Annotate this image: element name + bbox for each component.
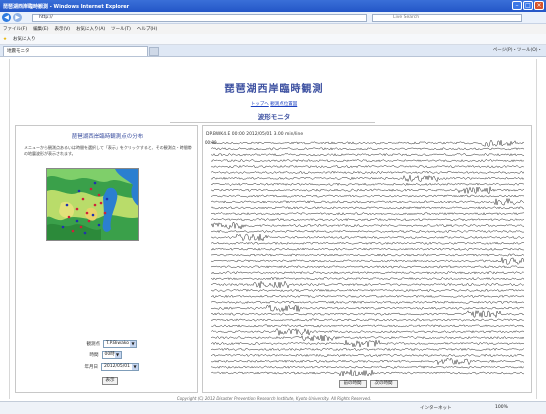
chevron-down-icon: ▼ [132,364,138,370]
seismic-trace [210,165,525,169]
hour-select[interactable]: 00時 ▼ [101,351,122,359]
menu-favorites[interactable]: お気に入り(A) [76,27,106,32]
seismic-trace [210,174,525,183]
seismic-trace [210,159,525,163]
seismic-trace [210,294,525,298]
seismic-trace [210,339,525,348]
tab-bar: 地震モニタ ページ(P)・ツール(O)・ [0,45,546,57]
address-bar: ◀ ▶ http:// Live Search [0,12,546,24]
chevron-down-icon: ▼ [130,341,136,347]
seismogram [210,139,525,378]
trace-header: DP.BWK4.E 00:00 2012/05/01 3.00 min/line [206,132,304,137]
station-select[interactable]: T.P.Biwako ▼ [103,340,137,348]
forward-icon[interactable]: ▶ [13,13,22,22]
seismic-trace [210,170,525,174]
page-content: 琵琶湖西岸臨時観測 トップへ 観測点位置図 波形モニタ 琵琶湖西岸臨時観測点の分… [9,59,538,401]
page-subtitle: 波形モニタ [257,113,291,121]
time-pager: 前の時間 次の時間 [203,380,533,388]
zoom-level[interactable]: 100% [495,405,508,410]
station-heading: 琵琶湖西岸臨時観測点の分布 [71,134,144,140]
menu-file[interactable]: ファイル(F) [3,27,28,32]
seismic-trace [210,247,525,251]
seismic-trace [210,194,525,198]
date-select[interactable]: 2012/05/01 ▼ [101,363,139,371]
seismic-trace [210,277,525,281]
favorites-label[interactable]: お気に入り [13,37,36,42]
waveform-panel: DP.BWK4.E 00:00 2012/05/01 3.00 min/line… [202,125,532,393]
seismic-trace [210,271,525,275]
seismic-trace [210,206,525,210]
seismic-trace [210,365,525,369]
seismic-trace [210,324,525,328]
search-input[interactable]: Live Search [372,14,522,22]
seismic-trace [210,182,525,186]
window-title: 琵琶湖西岸臨時観測 - Windows Internet Explorer [3,3,130,10]
seismic-trace [210,218,525,222]
hour-label: 時間 [89,353,99,358]
seismic-trace [210,147,525,151]
seismic-trace [210,153,525,157]
address-input[interactable]: http:// [32,14,367,22]
seismic-trace [210,212,525,216]
seismic-trace [210,139,525,147]
seismic-trace [210,257,525,265]
seismic-trace [210,328,525,336]
seismic-trace [210,300,525,304]
maximize-button[interactable]: □ [523,1,533,10]
seismic-trace [210,197,525,206]
seismic-trace [211,347,525,351]
show-button[interactable]: 表示 [102,377,118,385]
station-map[interactable] [46,168,139,241]
menu-view[interactable]: 表示(V) [54,27,71,32]
page-title: 琵琶湖西岸臨時観測 [224,84,324,95]
security-zone: インターネット [420,406,452,411]
station-label: 観測点 [86,342,101,347]
new-tab-button[interactable] [149,47,159,56]
station-map-link[interactable]: 観測点位置図 [270,102,298,107]
back-icon[interactable]: ◀ [2,13,11,22]
seismic-trace [210,304,525,313]
seismic-trace [210,334,525,342]
seismic-trace [210,318,525,322]
page-links: トップへ 観測点位置図 [10,101,538,107]
seismic-trace [210,265,525,269]
divider [170,122,375,123]
seismic-trace [210,241,525,245]
seismic-trace [210,280,525,289]
previous-hour-button[interactable]: 前の時間 [338,380,367,388]
close-button[interactable]: × [534,1,544,10]
station-description: メニューから観測点あるいは時間を選択して「表示」をクリックすると、その観測点・時… [24,145,192,156]
seismic-trace [210,310,525,319]
menu-help[interactable]: ヘルプ(H) [136,27,158,32]
command-bar[interactable]: ページ(P)・ツール(O)・ [492,48,542,53]
seismic-trace [210,353,525,357]
copyright-footer: Copyright (C) 2012 Disaster Prevention R… [176,396,372,401]
seismic-trace [210,186,525,194]
station-panel: 琵琶湖西岸臨時観測点の分布 メニューから観測点あるいは時間を選択して「表示」をク… [15,125,198,393]
chevron-down-icon: ▼ [114,352,121,358]
top-link[interactable]: トップへ [250,102,269,107]
seismic-trace [210,253,525,257]
star-icon[interactable]: ★ [3,36,8,42]
seismic-trace [210,229,525,234]
seismic-trace [210,357,525,366]
status-bar: インターネット 100% [0,401,546,414]
window-titlebar: 琵琶湖西岸臨時観測 - Windows Internet Explorer – … [0,0,546,12]
menu-tools[interactable]: ツール(T) [111,27,131,32]
hour-row: 時間 00時 ▼ [16,351,199,359]
menu-bar: ファイル(F) 編集(E) 表示(V) お気に入り(A) ツール(T) ヘルプ(… [0,24,546,34]
date-label: 年月日 [84,365,99,370]
menu-edit[interactable]: 編集(E) [33,27,49,32]
tab-active[interactable]: 地震モニタ [3,46,148,56]
seismic-trace [210,369,525,378]
favorites-bar: ★ お気に入り [0,34,546,45]
station-row: 観測点 T.P.Biwako ▼ [16,340,199,348]
time-axis-label: 00:00 [205,140,217,145]
seismic-trace [210,288,525,292]
date-row: 年月日 2012/05/01 ▼ [16,363,199,371]
minimize-button[interactable]: – [512,1,522,10]
seismic-trace [210,222,525,230]
seismic-trace [210,233,525,242]
next-hour-button[interactable]: 次の時間 [369,380,398,388]
